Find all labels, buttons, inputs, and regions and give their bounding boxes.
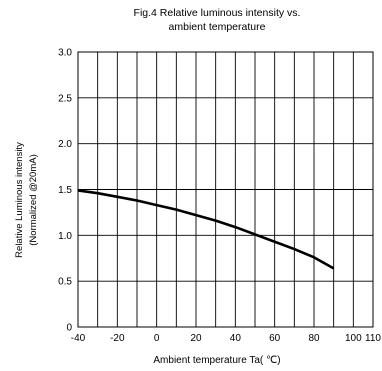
x-tick-label: 20 — [190, 333, 202, 344]
x-axis-label: Ambient temperature Ta( ℃) — [153, 355, 280, 366]
chart-title-line-1: Fig.4 Relative luminous intensity vs. — [134, 7, 301, 19]
y-axis-label-line-1: Relative Luminous intensity — [14, 142, 25, 258]
x-tick-label: 80 — [308, 333, 320, 344]
tick-labels: -40 -20 0 20 40 60 80 100 110 0 0.5 1.0 1.5 2.0 2.5 3.0 — [58, 48, 381, 345]
x-tick-label: -20 — [110, 333, 125, 344]
y-tick-label: 3.0 — [58, 48, 72, 59]
y-tick-label: 1.0 — [58, 231, 72, 242]
x-tick-label: 110 — [365, 333, 381, 344]
series — [77, 189, 335, 270]
series-line-0 — [77, 189, 335, 270]
y-tick-label: 0 — [66, 323, 72, 334]
x-tick-label: 60 — [269, 333, 281, 344]
plot-frame — [77, 51, 374, 328]
y-axis-label-line-2: (Normalized @20mA) — [28, 154, 39, 245]
y-tick-label: 2.0 — [58, 139, 72, 150]
y-tick-label: 1.5 — [58, 185, 72, 196]
x-tick-label: 100 — [345, 333, 362, 344]
x-tick-label: 0 — [154, 333, 160, 344]
x-tick-label: -40 — [71, 333, 86, 344]
y-tick-label: 0.5 — [58, 277, 72, 288]
chart-title-line-2: ambient temperature — [169, 21, 266, 33]
grid — [77, 51, 374, 328]
x-tick-label: 40 — [230, 333, 242, 344]
y-tick-label: 2.5 — [58, 93, 72, 104]
